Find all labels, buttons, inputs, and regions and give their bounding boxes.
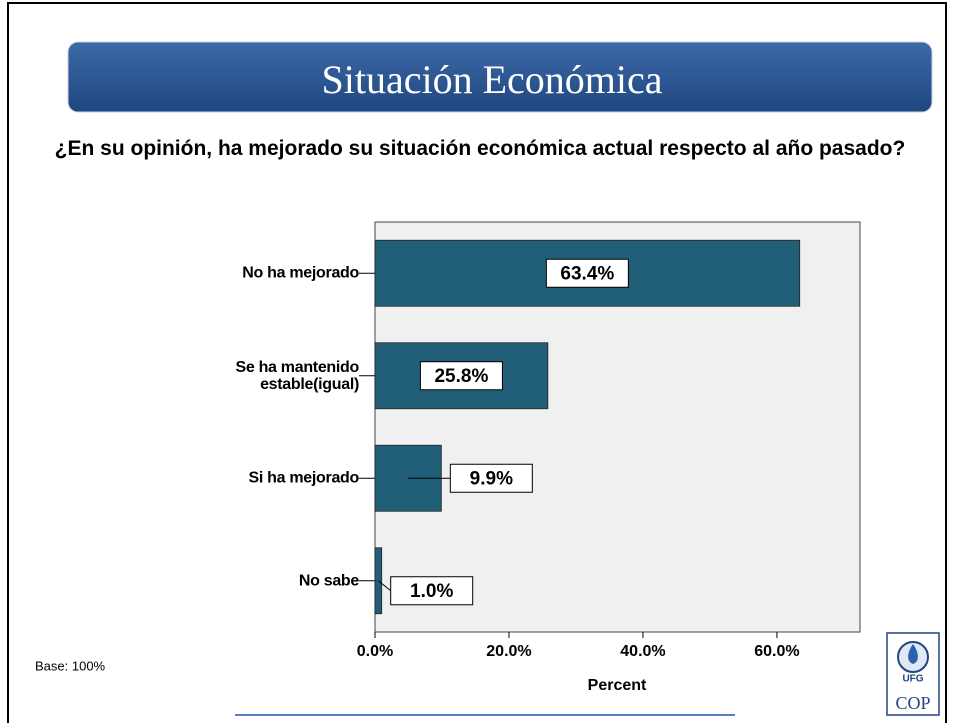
x-axis-title: Percent (588, 677, 647, 694)
value-label: 1.0% (410, 581, 453, 602)
x-tick-label: 20.0% (486, 643, 531, 660)
logo-top: UFG (902, 674, 923, 685)
x-tick-label: 60.0% (754, 643, 799, 660)
value-label-box (545, 258, 629, 288)
x-tick-label: 0.0% (357, 643, 393, 660)
title-banner (67, 41, 933, 113)
y-tick-label: No ha mejorado (242, 264, 359, 282)
x-tick-label: 40.0% (620, 643, 665, 660)
value-label-box (390, 576, 474, 606)
y-tick-label: Se ha mantenido estable(igual) (235, 358, 359, 393)
value-label: 63.4% (560, 263, 614, 284)
y-tick-label: No sabe (298, 572, 359, 590)
logo: UFG COP (886, 632, 940, 716)
value-label-box (419, 361, 503, 391)
y-tick-label: Si ha mejorado (248, 469, 360, 487)
value-label: 25.8% (434, 366, 488, 387)
bar (374, 547, 383, 615)
question: ¿En su opinión, ha mejorado su situación… (54, 137, 906, 160)
note: Base: 100% (35, 658, 106, 673)
slide-border (7, 2, 947, 723)
label-leader (378, 580, 392, 592)
value-label: 9.9% (470, 468, 513, 489)
logo-bottom: COP (895, 693, 930, 713)
value-label-box (449, 463, 533, 493)
slide-title: Situación Económica (321, 57, 662, 102)
logo-drop (908, 644, 918, 664)
